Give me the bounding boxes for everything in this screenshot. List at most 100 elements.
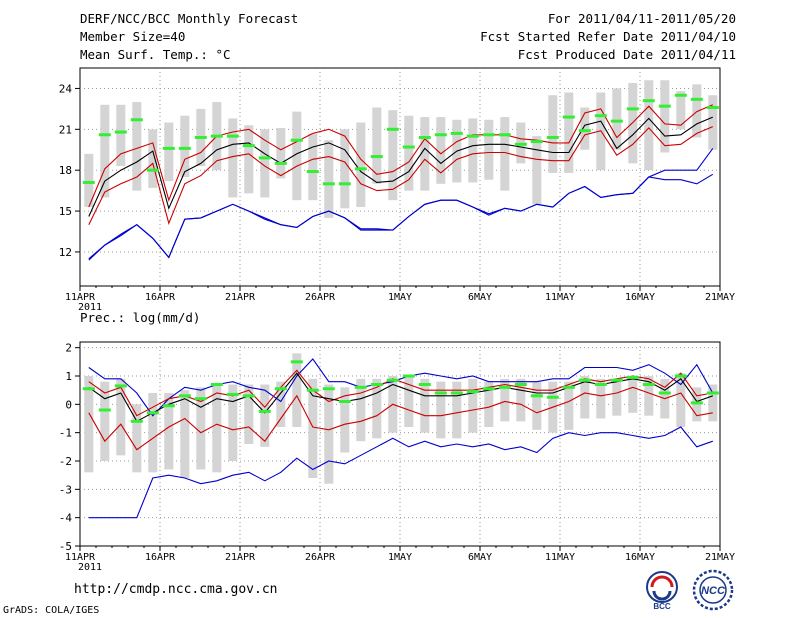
panel-1-spread-box-4 bbox=[148, 393, 158, 473]
panel-1-spread-box-31 bbox=[580, 376, 590, 419]
panel-1-xtick-label-2: 21APR bbox=[225, 552, 256, 563]
panel-1-median-mark-27 bbox=[514, 383, 527, 386]
panel-1-median-mark-38 bbox=[690, 401, 703, 405]
bcc-logo-text: BCC bbox=[653, 602, 671, 610]
panel-0-spread-box-29 bbox=[548, 95, 558, 173]
panel-1-median-mark-25 bbox=[482, 387, 495, 391]
panel-1-xtick-label-6: 11MAY bbox=[545, 552, 575, 563]
panel-0-xtick-label-2: 21APR bbox=[225, 292, 256, 303]
panel-1-median-mark-10 bbox=[242, 394, 255, 398]
panel-0-xtick-label-6: 11MAY bbox=[545, 292, 575, 303]
panel-1-median-mark-16 bbox=[338, 400, 351, 403]
panel-0-spread-box-39 bbox=[708, 95, 718, 150]
panel-1-spread-box-39 bbox=[708, 384, 718, 422]
panel-1-median-mark-6 bbox=[178, 394, 191, 398]
panel-0-median-mark-18 bbox=[370, 155, 383, 159]
bcc-logo: BCC bbox=[646, 571, 678, 610]
panel-1-median-mark-26 bbox=[498, 385, 511, 389]
grads-credit: GrADS: COLA/IGES bbox=[3, 605, 100, 616]
ncc-logo-text: NCC bbox=[701, 585, 726, 597]
panel-1-spread-box-1 bbox=[100, 381, 110, 461]
panel-1-year-label: 2011 bbox=[78, 562, 102, 573]
panel-1-spread-box-5 bbox=[164, 393, 174, 470]
panel-0-min-line bbox=[88, 148, 714, 261]
panel-1-spread-box-16 bbox=[340, 387, 350, 453]
panel-1-ytick-label-2: -3 bbox=[59, 483, 72, 496]
panel-0-median-mark-28 bbox=[530, 140, 543, 144]
panel-0-spread-box-5 bbox=[164, 122, 174, 182]
panel-1-median-mark-32 bbox=[594, 383, 607, 386]
panel-0-spread-box-20 bbox=[404, 115, 414, 191]
panel-0-median-mark-2 bbox=[114, 130, 127, 134]
panel-0-xtick-label-8: 21MAY bbox=[705, 292, 735, 303]
panel-1-spread-box-25 bbox=[484, 381, 494, 427]
forecast-period: For 2011/04/11-2011/05/20 bbox=[547, 11, 736, 26]
panel-1-spread-box-20 bbox=[404, 376, 414, 427]
panel-1-spread-box-11 bbox=[260, 384, 270, 447]
panel-0-xtick-label-7: 16MAY bbox=[625, 292, 655, 303]
panel-0-median-mark-5 bbox=[162, 146, 175, 150]
panel-0-median-mark-34 bbox=[626, 107, 639, 111]
panel-0-median-mark-8 bbox=[210, 134, 223, 138]
panel-0-median-mark-11 bbox=[258, 156, 271, 160]
panel-1-xtick-label-3: 26APR bbox=[305, 552, 336, 563]
panel-1-ytick-label-4: -1 bbox=[59, 427, 72, 440]
panel-0-median-mark-12 bbox=[274, 161, 287, 165]
panel-0-spread-box-2 bbox=[116, 104, 126, 167]
panel-0-median-mark-1 bbox=[98, 133, 111, 137]
panel-0-median-mark-33 bbox=[610, 119, 623, 123]
panel-0-median-mark-14 bbox=[306, 170, 319, 174]
panel-0-median-mark-15 bbox=[322, 182, 335, 186]
panel-0-spread-box-37 bbox=[676, 91, 686, 130]
panel-1-xtick-label-8: 21MAY bbox=[705, 552, 735, 563]
panel-1-spread-box-34 bbox=[628, 376, 638, 413]
panel-0-median-mark-22 bbox=[434, 133, 447, 137]
panel-0-median-mark-19 bbox=[386, 127, 399, 131]
panel-0-spread-box-30 bbox=[564, 92, 574, 173]
panel-1-ytick-label-1: -4 bbox=[59, 512, 73, 525]
panel-1-median-mark-22 bbox=[434, 391, 447, 395]
source-url[interactable]: http://cmdp.ncc.cma.gov.cn bbox=[74, 582, 278, 597]
panel-0-median-mark-27 bbox=[514, 142, 527, 146]
panel-0-median-mark-20 bbox=[402, 145, 415, 149]
panel-0-ytick-label-1: 15 bbox=[59, 205, 72, 218]
panel-0-max-line bbox=[88, 173, 714, 260]
panel-0-median-mark-37 bbox=[674, 93, 687, 97]
panel-1-ensemble-mean-line bbox=[88, 372, 713, 423]
panel-1-median-mark-13 bbox=[290, 360, 303, 364]
panel-1-median-mark-2 bbox=[114, 384, 127, 388]
panel-0-spread-box-21 bbox=[420, 117, 430, 191]
panel-1-median-mark-7 bbox=[194, 397, 207, 401]
panel-1-spread-box-12 bbox=[276, 381, 286, 427]
panel-0-median-mark-36 bbox=[658, 104, 671, 108]
panel-0-spread-box-28 bbox=[532, 136, 542, 205]
panel-1-median-mark-0 bbox=[82, 387, 95, 391]
panel-1-frame bbox=[79, 341, 721, 547]
panel-1-median-mark-17 bbox=[354, 385, 367, 389]
panel-1-median-mark-23 bbox=[450, 391, 463, 395]
panel-1-spread-box-26 bbox=[500, 378, 510, 422]
panel-0-median-mark-17 bbox=[354, 167, 367, 171]
panel-1-spread-box-32 bbox=[596, 378, 606, 419]
panel-1-spread-box-37 bbox=[676, 373, 686, 427]
panel-1-median-mark-20 bbox=[402, 374, 415, 378]
panel-1-lower-band-line bbox=[88, 386, 713, 451]
panel-1-median-mark-3 bbox=[130, 419, 143, 423]
panel-0-median-mark-38 bbox=[690, 97, 703, 101]
panel-1-median-mark-29 bbox=[546, 395, 559, 399]
bottom-panel-variable: Prec.: log(mm/d) bbox=[80, 310, 200, 325]
panel-1-spread-box-8 bbox=[212, 384, 222, 473]
panel-1-median-mark-31 bbox=[578, 378, 591, 382]
panel-1-spread-box-9 bbox=[228, 384, 238, 461]
panel-0-spread-box-0 bbox=[84, 153, 94, 207]
panel-1-median-mark-15 bbox=[322, 387, 335, 391]
panel-0-spread-box-16 bbox=[340, 129, 350, 209]
panel-0-median-mark-6 bbox=[178, 146, 191, 150]
panel-1-upper-band-line bbox=[88, 369, 713, 417]
panel-0-ytick-label-2: 18 bbox=[59, 164, 72, 177]
top-panel-variable: Mean Surf. Temp.: °C bbox=[80, 47, 231, 62]
panel-0-spread-box-26 bbox=[500, 117, 510, 191]
panel-0-spread-box-18 bbox=[372, 107, 382, 184]
panel-0-spread-box-19 bbox=[388, 110, 398, 201]
